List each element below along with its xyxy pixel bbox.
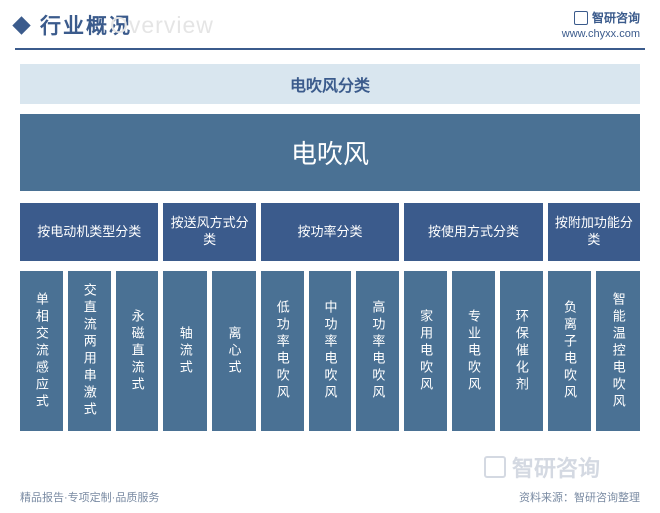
- category-node: 按送风方式分类: [163, 203, 255, 261]
- leaf-node: 单相交流感应式: [20, 271, 63, 431]
- footer: 精品报告·专项定制·品质服务 资料来源：智研咨询整理: [0, 489, 660, 505]
- footer-right: 资料来源：智研咨询整理: [519, 489, 640, 505]
- leaf-node: 高功率电吹风: [356, 271, 399, 431]
- content: 电吹风分类 电吹风 按电动机类型分类单相交流感应式交直流两用串激式永磁直流式按送…: [0, 50, 660, 451]
- leaf-row: 低功率电吹风中功率电吹风高功率电吹风: [261, 271, 399, 431]
- leaf-node: 离心式: [212, 271, 256, 431]
- root-node: 电吹风: [20, 114, 640, 191]
- category-group: 按附加功能分类负离子电吹风智能温控电吹风: [548, 203, 640, 431]
- watermark-icon: [484, 456, 506, 478]
- leaf-node: 永磁直流式: [116, 271, 159, 431]
- category-group: 按功率分类低功率电吹风中功率电吹风高功率电吹风: [261, 203, 399, 431]
- brand-line: 智研咨询: [562, 10, 640, 27]
- leaf-node: 轴流式: [163, 271, 207, 431]
- leaf-node: 专业电吹风: [452, 271, 495, 431]
- category-node: 按电动机类型分类: [20, 203, 158, 261]
- header-left: 行业概况 Overview: [15, 10, 214, 40]
- leaf-node: 低功率电吹风: [261, 271, 304, 431]
- leaf-row: 负离子电吹风智能温控电吹风: [548, 271, 640, 431]
- leaf-row: 轴流式离心式: [163, 271, 255, 431]
- category-node: 按使用方式分类: [404, 203, 542, 261]
- page-title-en: Overview: [110, 12, 214, 39]
- brand-name: 智研咨询: [592, 10, 640, 27]
- watermark: 智研咨询: [484, 451, 600, 483]
- category-group: 按送风方式分类轴流式离心式: [163, 203, 255, 431]
- category-group: 按使用方式分类家用电吹风专业电吹风环保催化剂: [404, 203, 542, 431]
- categories-row: 按电动机类型分类单相交流感应式交直流两用串激式永磁直流式按送风方式分类轴流式离心…: [20, 203, 640, 431]
- category-node: 按附加功能分类: [548, 203, 640, 261]
- category-node: 按功率分类: [261, 203, 399, 261]
- watermark-text: 智研咨询: [512, 451, 600, 483]
- leaf-node: 负离子电吹风: [548, 271, 592, 431]
- leaf-node: 交直流两用串激式: [68, 271, 111, 431]
- diamond-icon: [12, 16, 30, 34]
- brand-icon: [574, 11, 588, 25]
- leaf-node: 智能温控电吹风: [596, 271, 640, 431]
- leaf-node: 环保催化剂: [500, 271, 543, 431]
- leaf-row: 家用电吹风专业电吹风环保催化剂: [404, 271, 542, 431]
- leaf-row: 单相交流感应式交直流两用串激式永磁直流式: [20, 271, 158, 431]
- header: 行业概况 Overview 智研咨询 www.chyxx.com: [0, 0, 660, 48]
- chart-title: 电吹风分类: [20, 64, 640, 104]
- category-group: 按电动机类型分类单相交流感应式交直流两用串激式永磁直流式: [20, 203, 158, 431]
- header-right: 智研咨询 www.chyxx.com: [562, 10, 640, 42]
- leaf-node: 家用电吹风: [404, 271, 447, 431]
- leaf-node: 中功率电吹风: [309, 271, 352, 431]
- footer-left: 精品报告·专项定制·品质服务: [20, 489, 159, 505]
- brand-url: www.chyxx.com: [562, 27, 640, 42]
